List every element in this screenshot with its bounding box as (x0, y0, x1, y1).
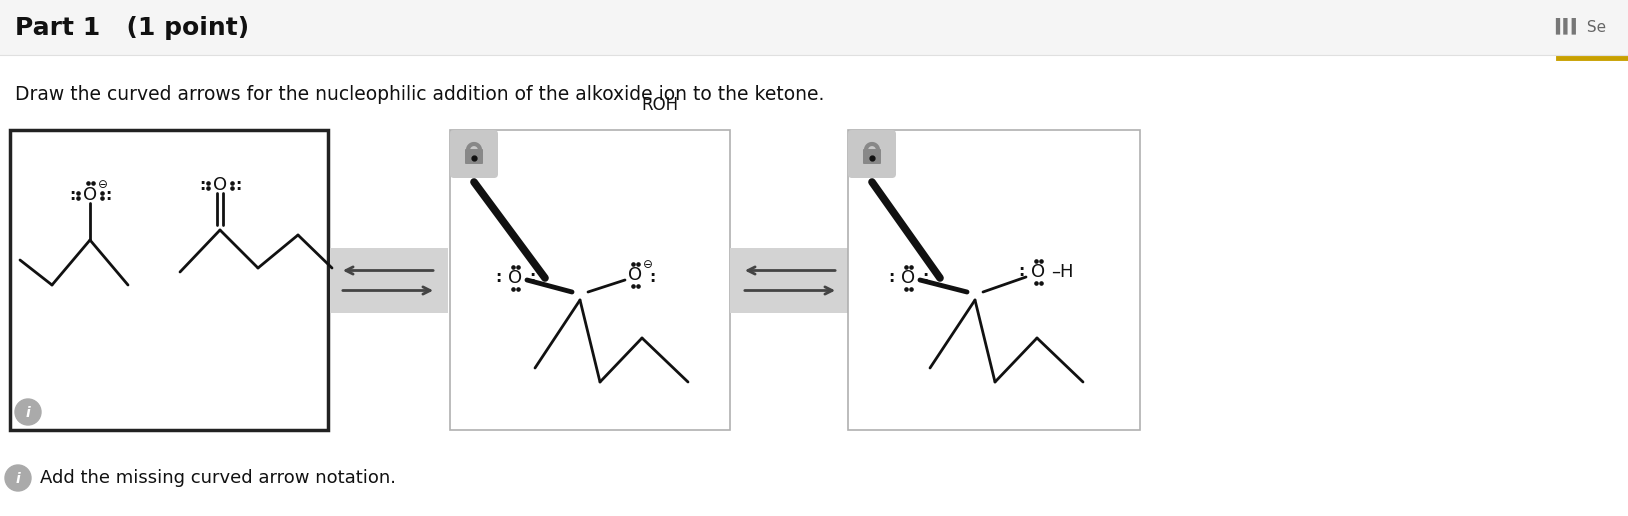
FancyBboxPatch shape (10, 130, 327, 430)
Text: :: : (529, 270, 536, 285)
Text: Draw the curved arrows for the nucleophilic addition of the alkoxide ion to the : Draw the curved arrows for the nucleophi… (15, 86, 824, 105)
FancyBboxPatch shape (729, 248, 848, 313)
Circle shape (15, 399, 41, 425)
Text: i: i (26, 406, 31, 420)
Text: :: : (68, 187, 75, 202)
Text: i: i (16, 472, 21, 486)
Text: :: : (1018, 265, 1024, 280)
Text: ROH: ROH (641, 96, 679, 114)
Text: O: O (1031, 263, 1045, 281)
Text: ⊖: ⊖ (643, 259, 653, 271)
Text: :: : (199, 178, 205, 192)
FancyBboxPatch shape (466, 149, 484, 164)
FancyBboxPatch shape (848, 130, 895, 178)
Text: :: : (650, 270, 654, 285)
Text: :: : (104, 187, 111, 202)
Text: O: O (900, 269, 915, 287)
FancyBboxPatch shape (449, 130, 729, 430)
FancyBboxPatch shape (848, 130, 1140, 430)
Text: :: : (234, 178, 241, 192)
Text: Se: Se (1582, 20, 1607, 35)
Text: ⊖: ⊖ (98, 179, 107, 191)
Text: –H: –H (1052, 263, 1073, 281)
Text: :: : (495, 270, 501, 285)
Text: O: O (213, 176, 226, 194)
Text: :: : (921, 270, 928, 285)
Text: O: O (628, 266, 641, 284)
FancyBboxPatch shape (863, 149, 881, 164)
Text: :: : (887, 270, 894, 285)
FancyBboxPatch shape (0, 0, 1628, 55)
Circle shape (5, 465, 31, 491)
Text: Part 1   (1 point): Part 1 (1 point) (15, 15, 249, 40)
Text: ▌▌▌: ▌▌▌ (1555, 17, 1581, 34)
FancyBboxPatch shape (449, 130, 498, 178)
Text: O: O (508, 269, 523, 287)
Text: O: O (83, 186, 98, 204)
FancyBboxPatch shape (330, 248, 448, 313)
Text: Add the missing curved arrow notation.: Add the missing curved arrow notation. (41, 469, 396, 487)
